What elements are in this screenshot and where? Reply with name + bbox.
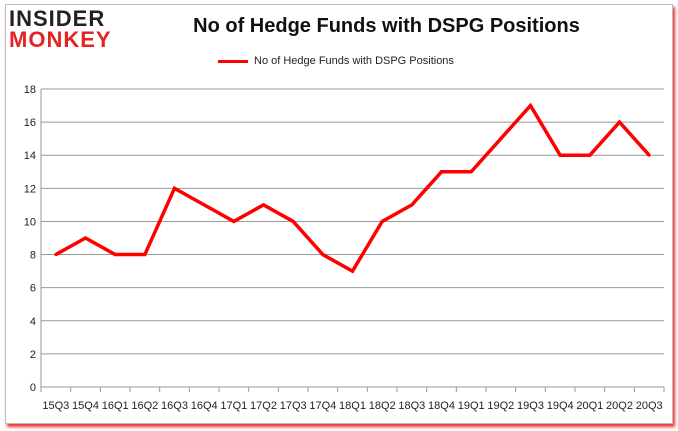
legend-label: No of Hedge Funds with DSPG Positions <box>254 55 454 67</box>
y-tick-label: 8 <box>30 250 36 262</box>
data-point <box>618 120 621 124</box>
data-point <box>113 253 117 257</box>
x-tick-label: 18Q2 <box>369 400 396 412</box>
logo-line1: INSIDER <box>9 6 106 31</box>
x-tick-label: 18Q4 <box>428 400 455 412</box>
y-tick-label: 4 <box>30 316 36 328</box>
x-tick-label: 15Q3 <box>42 400 69 412</box>
data-point <box>232 219 236 223</box>
x-tick-label: 20Q2 <box>606 400 633 412</box>
data-point <box>321 253 325 257</box>
x-tick-label: 19Q1 <box>458 400 485 412</box>
insider-monkey-logo: INSIDER MONKEY <box>9 6 112 52</box>
data-point <box>588 153 592 157</box>
chart-title: No of Hedge Funds with DSPG Positions <box>193 15 580 37</box>
x-tick-label: 16Q4 <box>191 400 218 412</box>
y-tick-label: 6 <box>30 283 36 295</box>
y-tick-label: 0 <box>30 382 36 394</box>
x-tick-label: 20Q3 <box>636 400 663 412</box>
y-tick-label: 12 <box>24 183 36 195</box>
legend-swatch <box>218 59 248 63</box>
data-point <box>499 137 503 141</box>
data-point <box>647 153 651 157</box>
x-tick-label: 16Q3 <box>161 400 188 412</box>
logo-line2: MONKEY <box>9 27 112 52</box>
x-tick-label: 20Q1 <box>576 400 603 412</box>
x-tick-label: 17Q1 <box>220 400 247 412</box>
data-point <box>529 104 532 108</box>
data-point <box>84 236 87 240</box>
y-tick-label: 18 <box>24 84 36 96</box>
data-point <box>173 186 176 190</box>
x-tick-label: 19Q2 <box>487 400 514 412</box>
data-point <box>558 153 562 157</box>
data-point <box>54 253 58 257</box>
x-tick-label: 17Q2 <box>250 400 277 412</box>
data-point <box>469 170 473 174</box>
x-tick-label: 17Q4 <box>309 400 336 412</box>
data-point <box>262 203 265 207</box>
data-point <box>410 203 414 207</box>
x-tick-label: 16Q1 <box>102 400 129 412</box>
data-point <box>291 219 295 223</box>
data-point <box>143 253 147 257</box>
x-tick-label: 17Q3 <box>280 400 307 412</box>
x-tick-label: 18Q3 <box>398 400 425 412</box>
x-tick-label: 18Q1 <box>339 400 366 412</box>
y-tick-label: 2 <box>30 349 36 361</box>
x-tick-label: 19Q3 <box>517 400 544 412</box>
data-point <box>351 269 354 273</box>
legend: No of Hedge Funds with DSPG Positions <box>218 55 454 67</box>
x-tick-label: 15Q4 <box>72 400 99 412</box>
x-tick-label: 19Q4 <box>547 400 574 412</box>
y-tick-label: 14 <box>24 150 36 162</box>
y-tick-label: 16 <box>24 117 36 129</box>
data-point <box>380 219 384 223</box>
x-tick-label: 16Q2 <box>131 400 158 412</box>
data-point <box>440 170 443 174</box>
y-tick-label: 10 <box>24 216 36 228</box>
data-point <box>202 203 206 207</box>
